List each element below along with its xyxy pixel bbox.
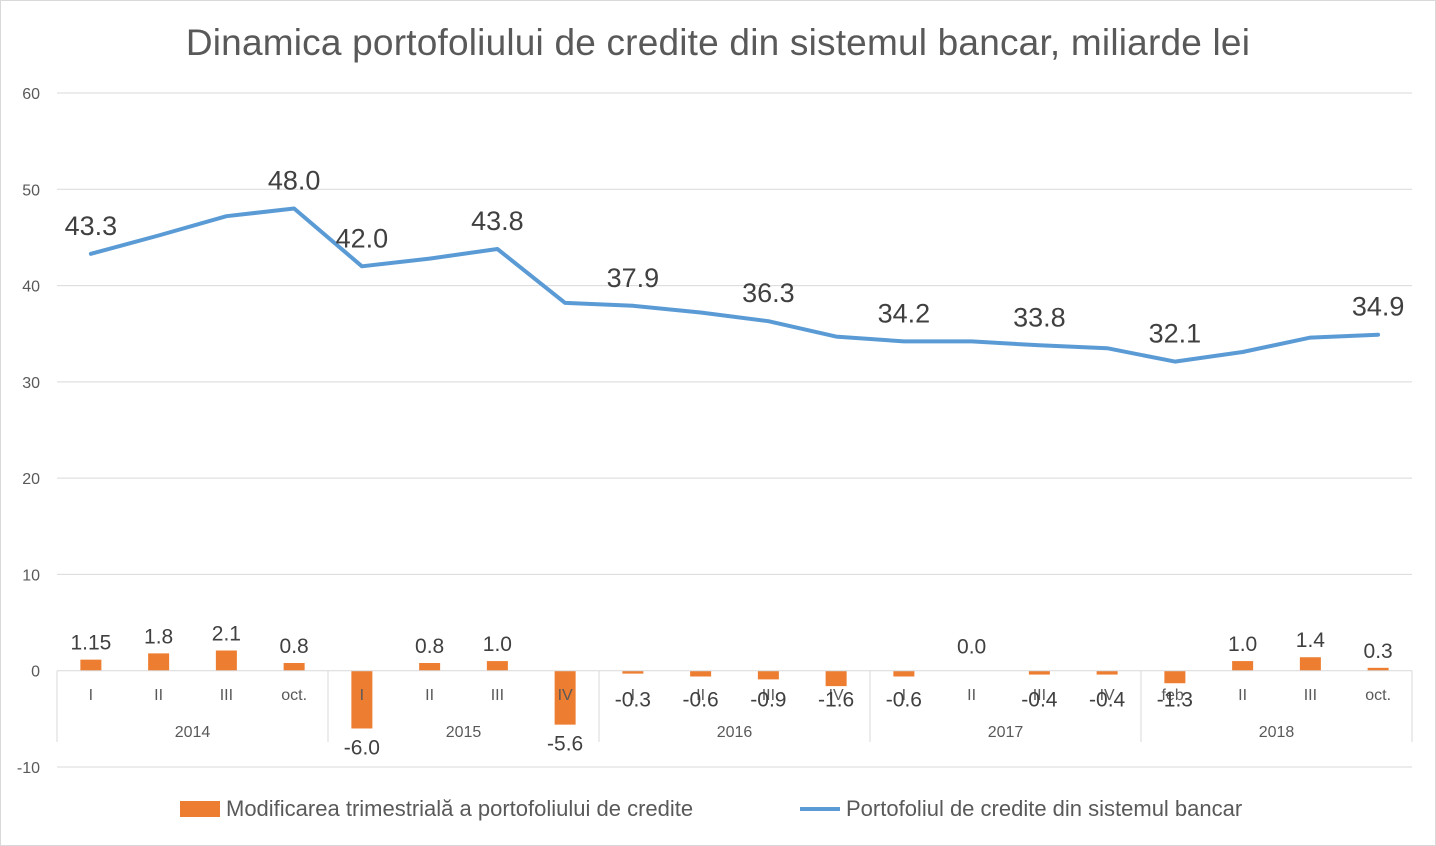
bar: [757, 670, 779, 680]
legend-item-line: Portofoliul de credite din sistemul banc…: [800, 796, 1242, 822]
x-tick-label: II: [425, 687, 434, 704]
bar-data-label: -0.3: [615, 689, 651, 712]
x-tick-label: II: [967, 687, 976, 704]
y-tick-label: 60: [22, 86, 40, 103]
bar-data-label: 1.15: [70, 632, 111, 655]
group-label: 2016: [717, 724, 753, 741]
x-tick-label: I: [631, 687, 635, 704]
line-data-label: 33.8: [1013, 302, 1066, 332]
legend-line-swatch: [800, 807, 840, 811]
y-tick-label: 40: [22, 279, 40, 296]
bar-data-label: -0.4: [1089, 689, 1126, 712]
group-label: 2017: [988, 724, 1024, 741]
bar-data-label: -1.6: [818, 689, 854, 712]
y-tick-label: -10: [17, 760, 40, 777]
legend-line-label: Portofoliul de credite din sistemul banc…: [846, 796, 1243, 821]
x-tick-label: III: [1033, 687, 1046, 704]
y-tick-label: 0: [31, 664, 40, 681]
legend-item-bars: Modificarea trimestrială a portofoliului…: [180, 796, 693, 822]
bar: [1299, 657, 1321, 671]
bar: [690, 670, 712, 677]
x-tick-label: III: [491, 687, 504, 704]
bar: [1096, 670, 1118, 675]
bar: [215, 650, 237, 671]
x-tick-label: IV: [1100, 687, 1115, 704]
legend-bar-swatch: [180, 801, 220, 817]
x-tick-label: II: [1238, 687, 1247, 704]
line-data-label: 43.8: [471, 206, 524, 236]
x-tick-label: I: [902, 687, 906, 704]
y-tick-label: 10: [22, 567, 40, 584]
x-tick-label: II: [696, 687, 705, 704]
x-tick-label: II: [154, 687, 163, 704]
bar: [1164, 670, 1186, 684]
bar: [1028, 670, 1050, 675]
chart-title: Dinamica portofoliului de credite din si…: [185, 22, 1251, 63]
bar-data-label: -0.9: [750, 689, 786, 712]
x-tick-label: IV: [829, 687, 844, 704]
bar: [893, 670, 915, 677]
bar-data-label: 1.0: [483, 633, 512, 656]
bar-data-label: 0.0: [957, 636, 986, 659]
bar-data-label: 2.1: [212, 622, 241, 645]
bar-data-label: 1.8: [144, 625, 173, 648]
bar-data-label: -0.4: [1021, 689, 1058, 712]
y-tick-label: 20: [22, 471, 40, 488]
bar: [486, 661, 508, 671]
bar: [622, 670, 644, 674]
line-data-label: 48.0: [268, 166, 321, 196]
bar: [80, 659, 102, 671]
x-tick-label: oct.: [281, 687, 307, 704]
legend: Modificarea trimestrială a portofoliului…: [0, 796, 1436, 826]
bar: [283, 663, 305, 671]
bar-data-label: 0.3: [1364, 640, 1393, 663]
line-data-label: 36.3: [742, 278, 795, 308]
x-tick-label: oct.: [1365, 687, 1391, 704]
bar: [148, 653, 170, 671]
x-tick-label: IV: [558, 687, 573, 704]
line-data-label: 34.2: [878, 298, 931, 328]
x-tick-label: III: [762, 687, 775, 704]
bar-data-label: 0.8: [415, 635, 444, 658]
group-label: 2014: [175, 724, 211, 741]
bar-data-label: -0.6: [886, 689, 922, 712]
bar-data-label: 1.4: [1296, 629, 1326, 652]
bar: [1367, 667, 1389, 671]
bar-data-label: 0.8: [280, 635, 309, 658]
y-tick-label: 30: [22, 375, 40, 392]
bar: [554, 670, 576, 725]
line-data-label: 43.3: [65, 211, 118, 241]
bar-data-label: -1.3: [1157, 689, 1193, 712]
x-tick-label: III: [1304, 687, 1317, 704]
x-tick-label: I: [89, 687, 93, 704]
line-data-label: 37.9: [607, 263, 660, 293]
line-data-label: 42.0: [336, 223, 389, 253]
bar-data-label: -0.6: [683, 689, 719, 712]
line-data-label: 32.1: [1149, 319, 1202, 349]
bar: [351, 670, 373, 729]
bar-data-label: 1.0: [1228, 633, 1257, 656]
x-tick-label: I: [360, 687, 364, 704]
line-series: [88, 206, 1381, 364]
x-tick-label: feb.: [1162, 687, 1189, 704]
group-label: 2015: [446, 724, 482, 741]
bar: [825, 670, 847, 687]
bar-data-label: -6.0: [344, 736, 380, 759]
line-data-label: 34.9: [1352, 292, 1405, 322]
legend-bar-label: Modificarea trimestrială a portofoliului…: [226, 796, 694, 821]
bar: [419, 663, 441, 671]
bar-data-label: -5.6: [547, 733, 583, 756]
x-tick-label: III: [220, 687, 233, 704]
y-tick-label: 50: [22, 182, 40, 199]
group-label: 2018: [1259, 724, 1295, 741]
bar: [1232, 661, 1254, 671]
